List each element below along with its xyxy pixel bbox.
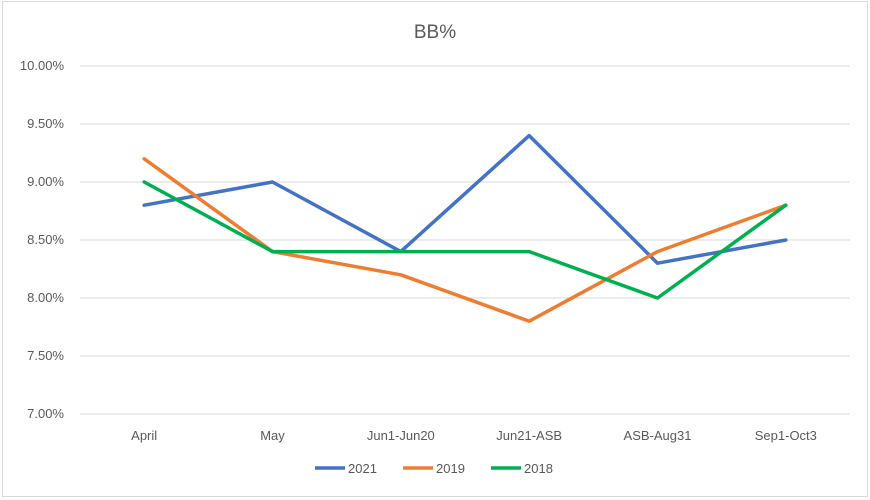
x-axis-tick-labels: April May Jun1-Jun20 Jun21-ASB ASB-Aug31 Sep1… xyxy=(131,428,817,443)
series-line-2021 xyxy=(142,133,788,265)
y-axis-tick-labels: 10.00% 9.50% 9.00% 8.50% 8.00% 7.50% 7.00% xyxy=(20,58,65,421)
x-tick-label: May xyxy=(260,428,285,443)
legend-label-2018: 2018 xyxy=(524,461,553,476)
y-tick-label: 9.50% xyxy=(27,116,64,131)
legend-label-2021: 2021 xyxy=(348,461,377,476)
y-tick-label: 7.50% xyxy=(27,348,64,363)
legend-label-2019: 2019 xyxy=(436,461,465,476)
x-tick-label: ASB-Aug31 xyxy=(624,428,692,443)
y-tick-label: 7.00% xyxy=(27,406,64,421)
x-tick-label: Jun21-ASB xyxy=(496,428,562,443)
x-tick-label: April xyxy=(131,428,157,443)
x-tick-label: Sep1-Oct3 xyxy=(755,428,817,443)
series-line-2019 xyxy=(142,157,788,323)
chart-title: BB% xyxy=(414,22,456,43)
series-lines xyxy=(142,133,788,323)
y-tick-label: 8.00% xyxy=(27,290,64,305)
y-tick-label: 10.00% xyxy=(20,58,65,73)
series-line-2018 xyxy=(142,180,788,300)
legend: 2021 2019 2018 xyxy=(315,461,553,476)
gridlines xyxy=(80,65,850,415)
y-tick-label: 9.00% xyxy=(27,174,64,189)
x-tick-label: Jun1-Jun20 xyxy=(367,428,435,443)
y-tick-label: 8.50% xyxy=(27,232,64,247)
